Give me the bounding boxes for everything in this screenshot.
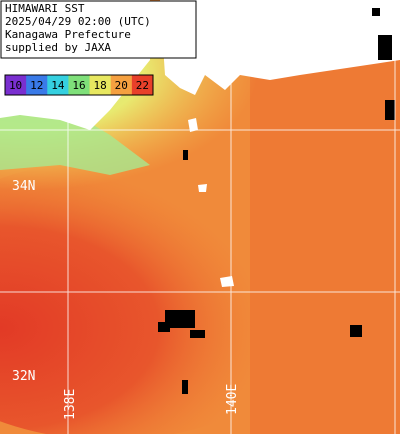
cloud	[378, 35, 392, 60]
colorbar-label: 20	[115, 79, 128, 92]
colorbar-label: 10	[9, 79, 22, 92]
colorbar-swatch	[131, 75, 154, 95]
colorbar-swatch	[110, 75, 133, 95]
lat-label: 32N	[12, 369, 35, 384]
colorbar-label: 12	[30, 79, 43, 92]
colorbar-swatch	[47, 75, 69, 95]
peninsula	[215, 50, 238, 80]
island	[188, 118, 198, 132]
header-line: HIMAWARI SST	[5, 2, 85, 15]
colorbar-swatch	[5, 75, 27, 95]
header-line: supplied by JAXA	[5, 41, 111, 54]
cloud	[158, 322, 170, 332]
colorbar-label: 14	[51, 79, 65, 92]
colorbar-swatch	[68, 75, 91, 95]
lon-label: 138E	[63, 389, 78, 420]
island	[198, 184, 207, 192]
lon-label: 140E	[225, 384, 240, 415]
cloud	[350, 325, 362, 337]
header-line: 2025/04/29 02:00 (UTC)	[5, 15, 151, 28]
colorbar-swatch	[89, 75, 112, 95]
colorbar-label: 22	[136, 79, 149, 92]
cloud	[182, 380, 188, 394]
cloud	[183, 150, 188, 160]
header-box	[0, 0, 197, 59]
colorbar-label: 18	[94, 79, 107, 92]
lat-label: 34N	[12, 179, 35, 194]
colorbar: 10 12 14 16 18 20 22	[4, 74, 154, 96]
colorbar-frame	[4, 74, 154, 96]
colorbar-swatch	[26, 75, 48, 95]
cloud	[190, 330, 205, 338]
cloud	[372, 8, 380, 16]
cool-band	[0, 100, 150, 175]
header-line: Kanagawa Prefecture	[5, 28, 131, 41]
cloud	[385, 100, 395, 120]
cloud	[165, 310, 195, 328]
clouds	[158, 8, 395, 394]
colorbar-label: 16	[72, 79, 85, 92]
